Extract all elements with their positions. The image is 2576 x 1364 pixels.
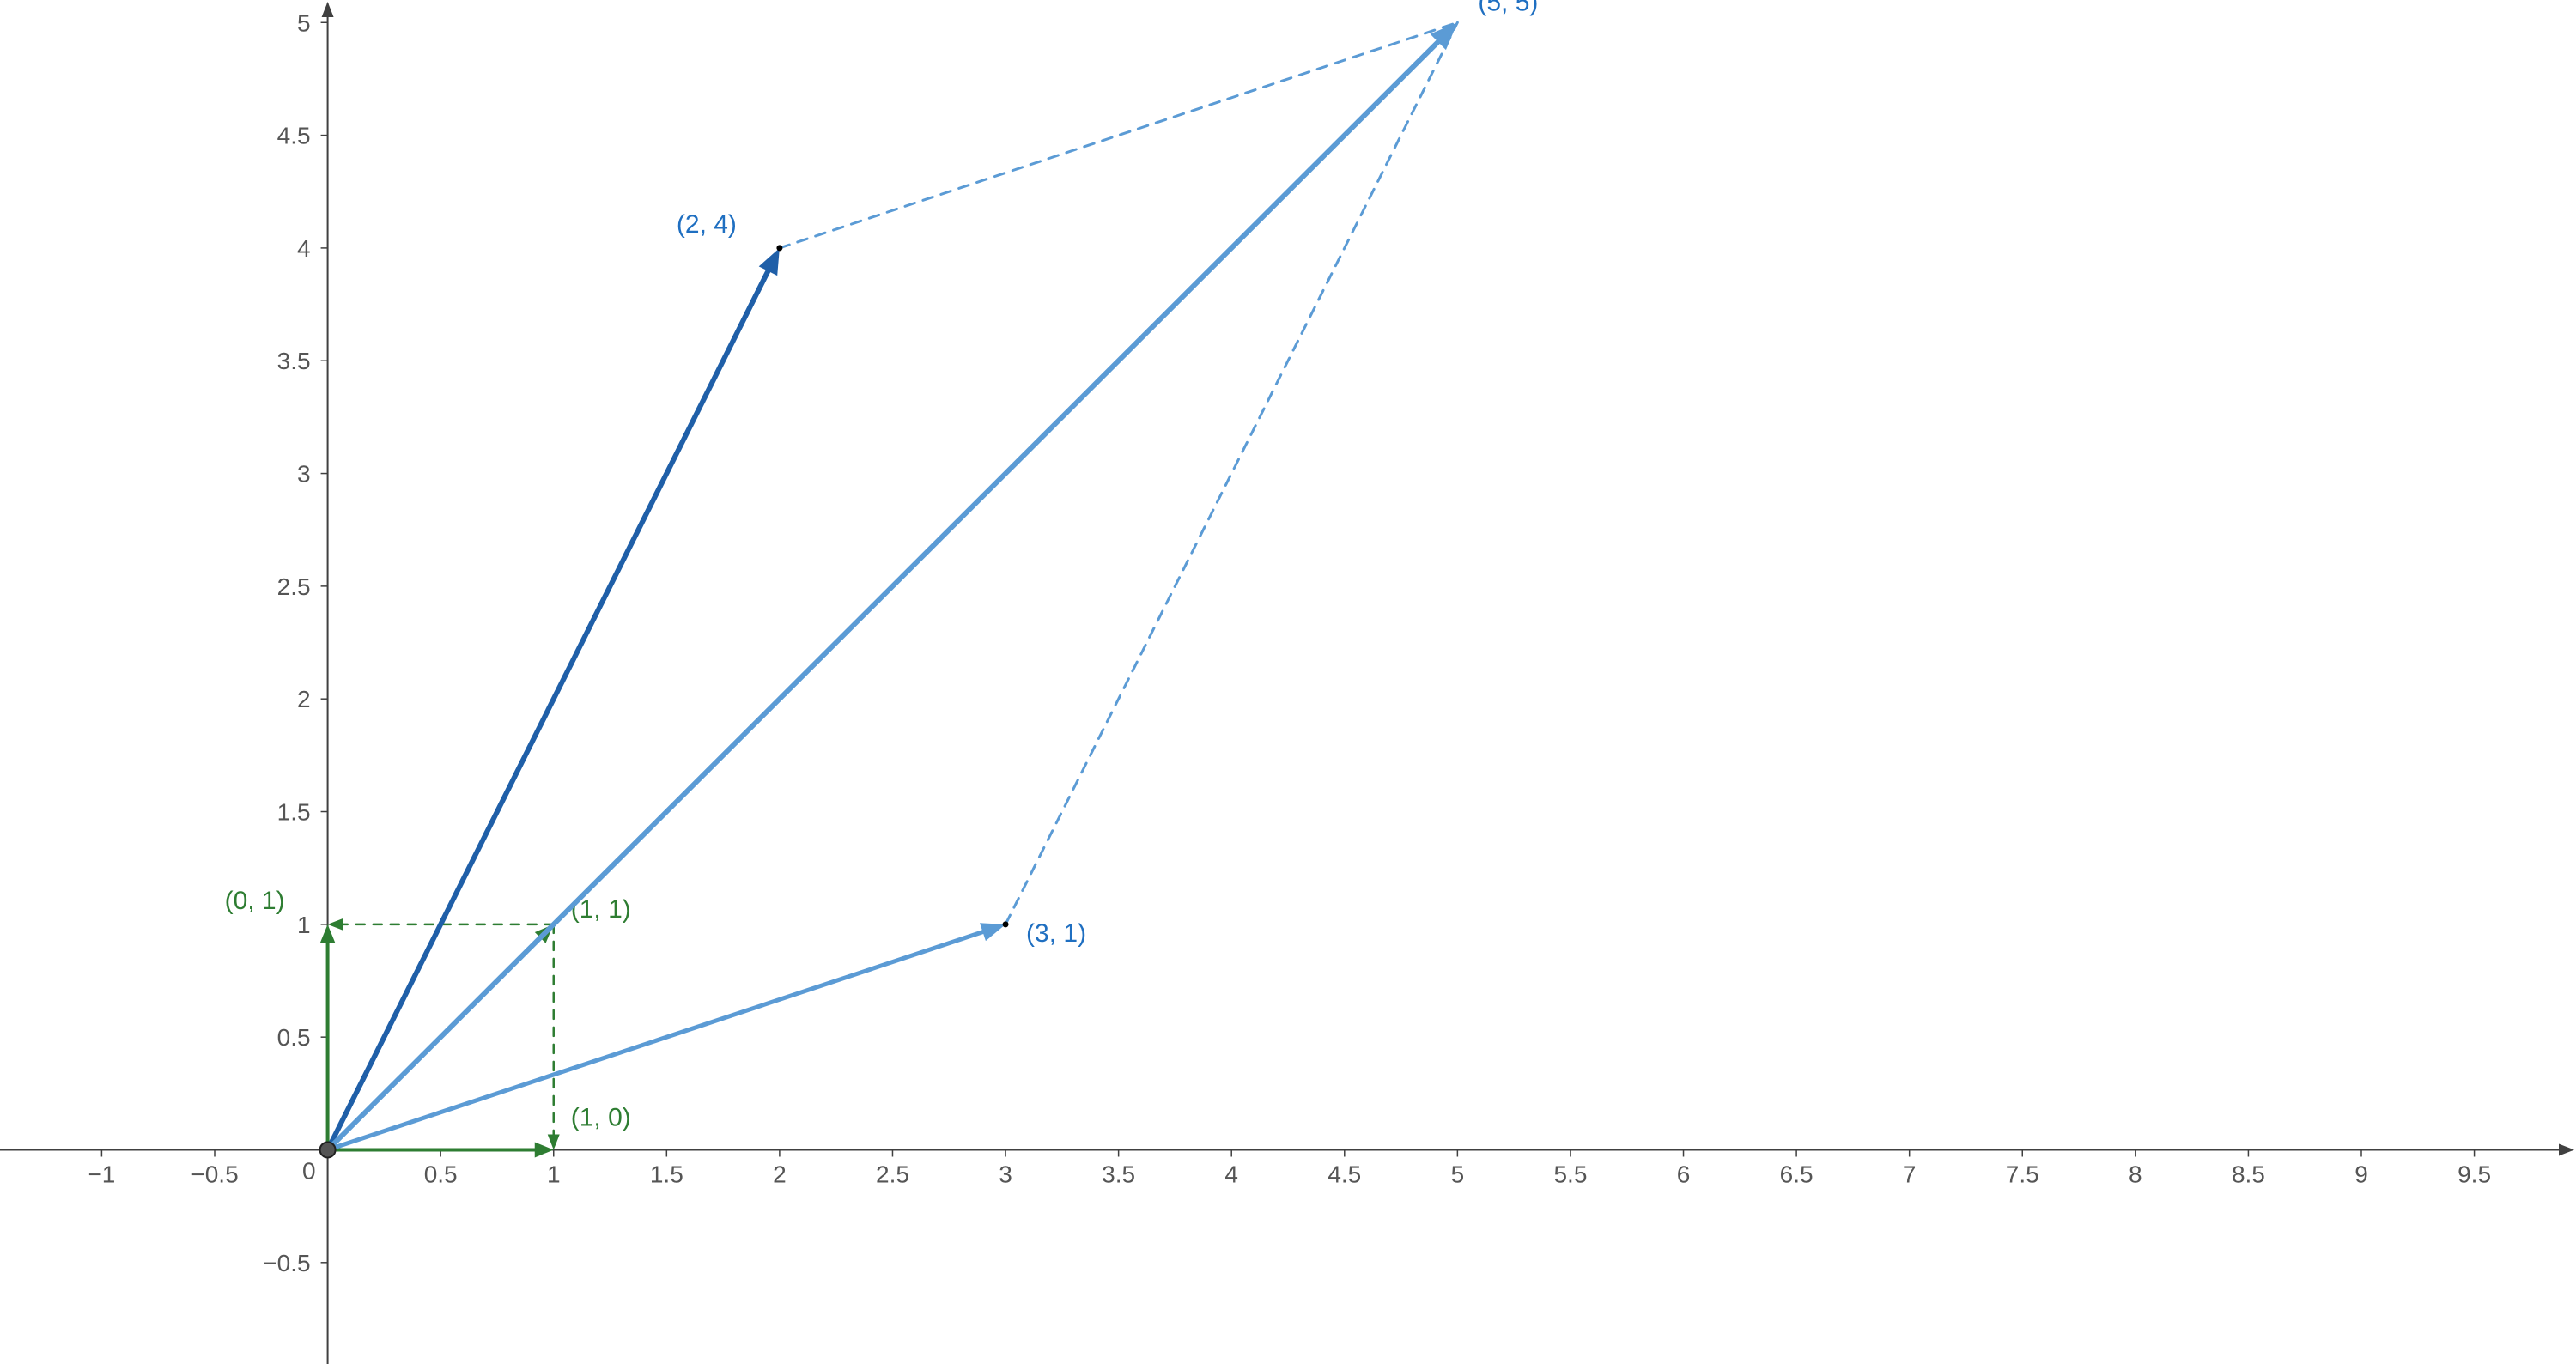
x-tick-label: 8.5	[2232, 1161, 2265, 1187]
y-tick-label: 2	[297, 686, 311, 712]
x-tick-label: 3	[999, 1161, 1012, 1187]
x-tick-label: 1.5	[650, 1161, 683, 1187]
y-tick-label: 2.5	[277, 573, 311, 600]
x-tick-label: 8	[2129, 1161, 2142, 1187]
plot-svg: −1 −0.5 0.5 1 1.5 2 2.5 3 3.5 4 4.5 5 5.5 6 6.5 7 7.5 8 8.…	[0, 0, 2576, 1364]
origin-label: 0	[302, 1157, 316, 1184]
plot-background	[0, 0, 2576, 1364]
y-tick-label: 3.5	[277, 348, 311, 374]
x-tick-label: 5	[1451, 1161, 1465, 1187]
y-tick-label: 1	[297, 912, 311, 938]
y-tick-label: 3	[297, 461, 311, 488]
y-tick-label: 4.5	[277, 123, 311, 149]
x-tick-label: 5.5	[1553, 1161, 1587, 1187]
y-tick-label: 1.5	[277, 799, 311, 826]
y-tick-label: 0.5	[277, 1024, 311, 1051]
x-tick-label: 7.5	[2006, 1161, 2039, 1187]
x-tick-label: 7	[1903, 1161, 1917, 1187]
x-tick-label: 9.5	[2458, 1161, 2491, 1187]
origin-dot	[320, 1142, 336, 1157]
x-tick-label: 4	[1224, 1161, 1238, 1187]
x-tick-label: 6	[1677, 1161, 1691, 1187]
endpoint-dot	[1003, 921, 1009, 927]
endpoint-dot	[776, 245, 782, 251]
vector-label: (3, 1)	[1026, 919, 1086, 948]
x-tick-label: 2.5	[876, 1161, 909, 1187]
x-tick-label: 9	[2354, 1161, 2368, 1187]
y-tick-label: 5	[297, 9, 311, 36]
vector-label: (2, 4)	[677, 210, 737, 239]
x-tick-label: 0.5	[424, 1161, 458, 1187]
x-tick-label: 1	[547, 1161, 561, 1187]
x-tick-label: −0.5	[191, 1161, 238, 1187]
x-tick-label: 6.5	[1780, 1161, 1814, 1187]
y-tick-label: 4	[297, 235, 311, 262]
x-tick-label: 4.5	[1327, 1161, 1361, 1187]
vector-label: (1, 0)	[571, 1103, 631, 1131]
vector-plot: −1 −0.5 0.5 1 1.5 2 2.5 3 3.5 4 4.5 5 5.5 6 6.5 7 7.5 8 8.…	[0, 0, 2576, 1364]
vector-label: (0, 1)	[225, 887, 285, 915]
x-tick-label: −1	[88, 1161, 115, 1187]
x-tick-label: 3.5	[1102, 1161, 1135, 1187]
vector-label: (5, 5)	[1478, 0, 1538, 16]
x-tick-label: 2	[773, 1161, 787, 1187]
y-tick-label: −0.5	[263, 1250, 310, 1276]
